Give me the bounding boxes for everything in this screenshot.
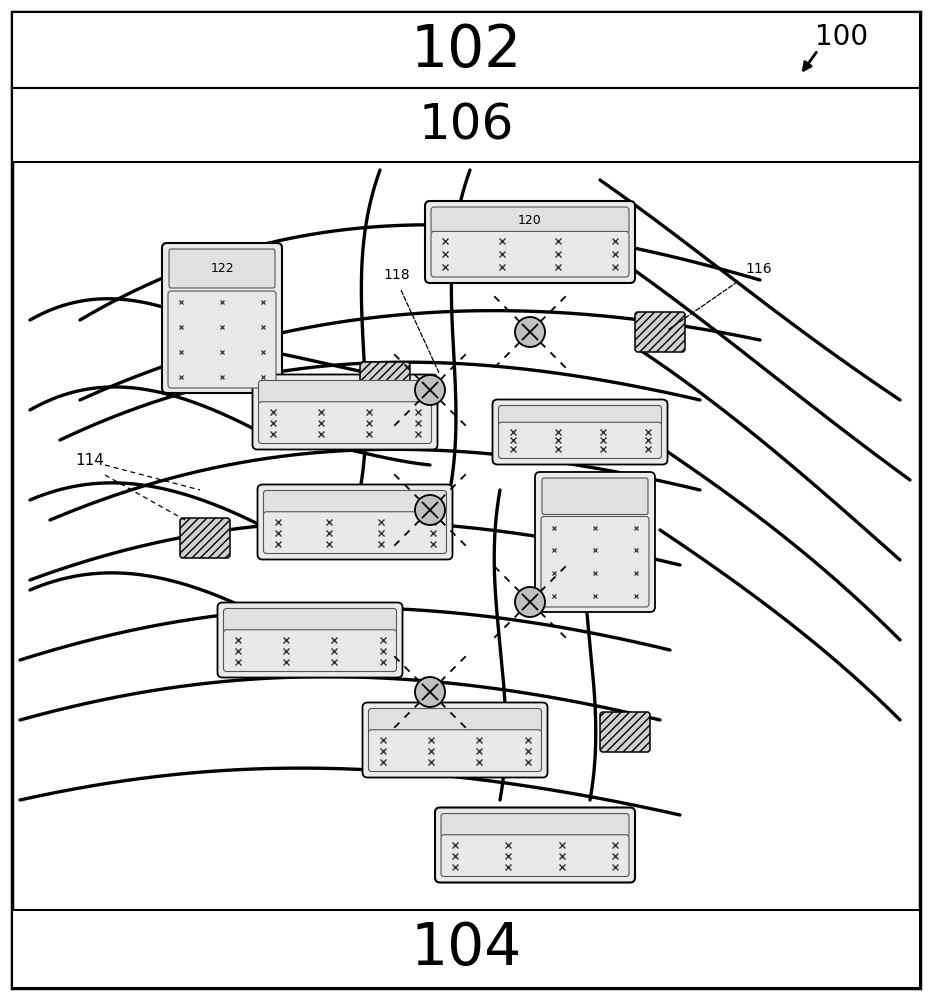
FancyBboxPatch shape xyxy=(368,708,541,733)
Text: 116: 116 xyxy=(745,262,772,276)
FancyBboxPatch shape xyxy=(162,243,282,393)
FancyBboxPatch shape xyxy=(600,712,650,752)
FancyBboxPatch shape xyxy=(635,312,685,352)
FancyBboxPatch shape xyxy=(264,490,446,515)
FancyBboxPatch shape xyxy=(264,512,446,554)
FancyBboxPatch shape xyxy=(441,814,629,838)
FancyBboxPatch shape xyxy=(425,201,635,283)
Text: 104: 104 xyxy=(410,920,522,978)
FancyBboxPatch shape xyxy=(360,362,410,402)
FancyBboxPatch shape xyxy=(169,249,275,288)
Text: 100: 100 xyxy=(815,23,868,51)
FancyBboxPatch shape xyxy=(499,406,662,427)
FancyBboxPatch shape xyxy=(258,380,432,405)
FancyBboxPatch shape xyxy=(168,291,276,388)
FancyBboxPatch shape xyxy=(257,485,453,560)
Circle shape xyxy=(515,587,545,617)
Text: 122: 122 xyxy=(211,262,234,275)
Bar xyxy=(12,910,920,988)
Text: 106: 106 xyxy=(418,101,514,149)
FancyBboxPatch shape xyxy=(363,702,547,778)
FancyBboxPatch shape xyxy=(258,402,432,444)
Circle shape xyxy=(415,375,445,405)
FancyBboxPatch shape xyxy=(368,730,541,772)
Text: 118: 118 xyxy=(384,268,410,282)
Text: 114: 114 xyxy=(75,453,103,468)
FancyBboxPatch shape xyxy=(180,518,230,558)
FancyBboxPatch shape xyxy=(541,516,649,607)
FancyBboxPatch shape xyxy=(224,608,396,633)
Circle shape xyxy=(515,317,545,347)
FancyBboxPatch shape xyxy=(224,630,396,672)
FancyBboxPatch shape xyxy=(431,207,629,233)
Circle shape xyxy=(415,677,445,707)
FancyBboxPatch shape xyxy=(542,478,648,514)
FancyBboxPatch shape xyxy=(431,231,629,277)
Bar xyxy=(12,12,920,88)
FancyBboxPatch shape xyxy=(535,472,655,612)
FancyBboxPatch shape xyxy=(253,374,437,450)
FancyBboxPatch shape xyxy=(435,808,635,882)
Bar xyxy=(12,162,920,895)
FancyBboxPatch shape xyxy=(441,835,629,876)
FancyBboxPatch shape xyxy=(499,422,662,458)
FancyBboxPatch shape xyxy=(217,602,403,678)
Text: 102: 102 xyxy=(410,21,522,79)
Bar xyxy=(12,88,920,162)
Circle shape xyxy=(415,495,445,525)
Text: 120: 120 xyxy=(518,214,541,227)
FancyBboxPatch shape xyxy=(492,399,667,464)
